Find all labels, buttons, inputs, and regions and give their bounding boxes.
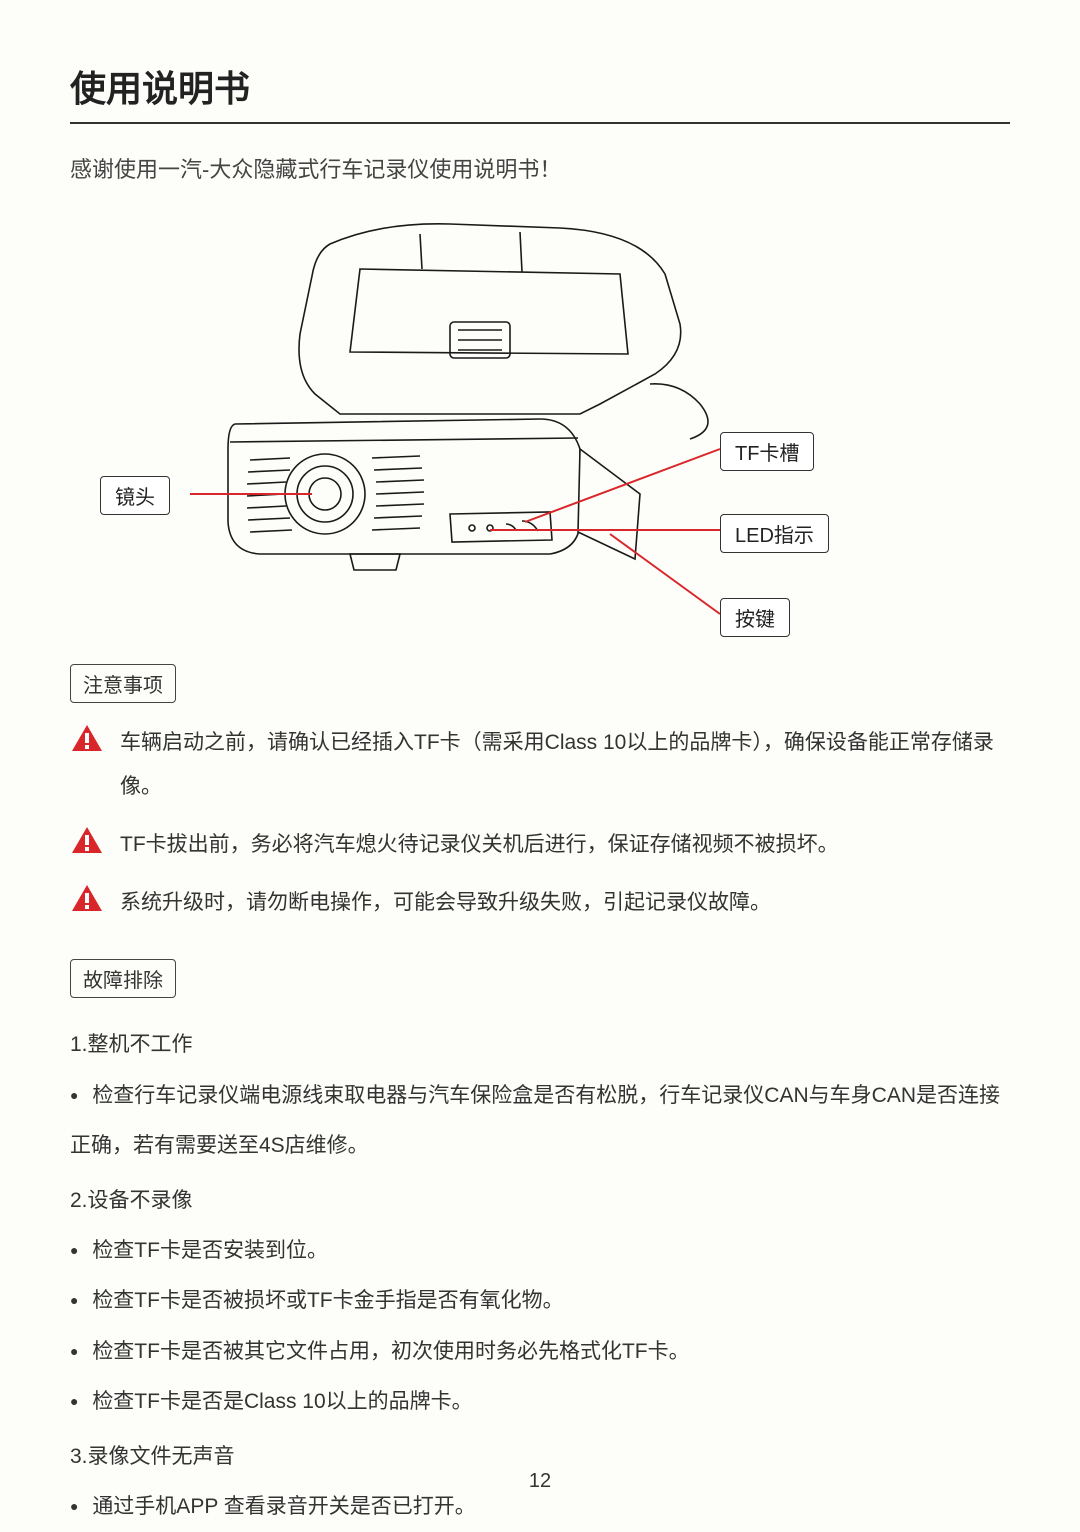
callout-led: LED指示	[720, 514, 829, 553]
trouble-bullet-text: 检查TF卡是否被其它文件占用，初次使用时务必先格式化TF卡。	[92, 1340, 689, 1363]
notice-text: 车辆启动之前，请确认已经插入TF卡（需采用Class 10以上的品牌卡），确保设…	[120, 721, 1010, 809]
callout-tf-slot: TF卡槽	[720, 432, 814, 471]
warning-icon	[70, 723, 104, 753]
trouble-bullet-text: 检查TF卡是否安装到位。	[92, 1239, 328, 1262]
trouble-bullet-text: 通过手机APP 查看录音开关是否已打开。	[92, 1495, 475, 1518]
notice-item: TF卡拔出前，务必将汽车熄火待记录仪关机后进行，保证存储视频不被损坏。	[70, 823, 1010, 867]
callout-button: 按键	[720, 598, 790, 637]
trouble-bullet: 检查TF卡是否被损坏或TF卡金手指是否有氧化物。	[70, 1276, 1010, 1326]
notice-text: TF卡拔出前，务必将汽车熄火待记录仪关机后进行，保证存储视频不被损坏。	[120, 823, 839, 867]
notice-section-label: 注意事项	[70, 664, 176, 703]
device-drawing	[80, 214, 1000, 644]
trouble-bullet-text: 检查行车记录仪端电源线束取电器与汽车保险盒是否有松脱，行车记录仪CAN与车身CA…	[70, 1084, 1000, 1157]
product-diagram: 镜头 TF卡槽 LED指示 按键	[80, 214, 1000, 644]
warning-icon	[70, 883, 104, 913]
trouble-bullet: 检查TF卡是否是Class 10以上的品牌卡。	[70, 1377, 1010, 1427]
trouble-bullet: 检查TF卡是否安装到位。	[70, 1226, 1010, 1276]
page-title: 使用说明书	[70, 60, 1010, 124]
notice-item: 系统升级时，请勿断电操作，可能会导致升级失败，引起记录仪故障。	[70, 881, 1010, 925]
intro-text: 感谢使用一汽-大众隐藏式行车记录仪使用说明书！	[70, 152, 1010, 184]
callout-lens: 镜头	[100, 476, 170, 515]
troubleshoot-body: 1.整机不工作 检查行车记录仪端电源线束取电器与汽车保险盒是否有松脱，行车记录仪…	[70, 1020, 1010, 1532]
trouble-bullet-text: 检查TF卡是否是Class 10以上的品牌卡。	[92, 1390, 472, 1413]
trouble-bullet: 检查TF卡是否被其它文件占用，初次使用时务必先格式化TF卡。	[70, 1327, 1010, 1377]
troubleshoot-section-label: 故障排除	[70, 959, 176, 998]
notice-text: 系统升级时，请勿断电操作，可能会导致升级失败，引起记录仪故障。	[120, 881, 771, 925]
trouble-heading: 1.整机不工作	[70, 1020, 1010, 1070]
notice-list: 车辆启动之前，请确认已经插入TF卡（需采用Class 10以上的品牌卡），确保设…	[70, 721, 1010, 925]
warning-icon	[70, 825, 104, 855]
page-number: 12	[0, 1470, 1080, 1493]
trouble-bullet: 检查行车记录仪端电源线束取电器与汽车保险盒是否有松脱，行车记录仪CAN与车身CA…	[70, 1071, 1010, 1172]
trouble-bullet-text: 检查TF卡是否被损坏或TF卡金手指是否有氧化物。	[92, 1289, 563, 1312]
trouble-heading: 2.设备不录像	[70, 1176, 1010, 1226]
notice-item: 车辆启动之前，请确认已经插入TF卡（需采用Class 10以上的品牌卡），确保设…	[70, 721, 1010, 809]
